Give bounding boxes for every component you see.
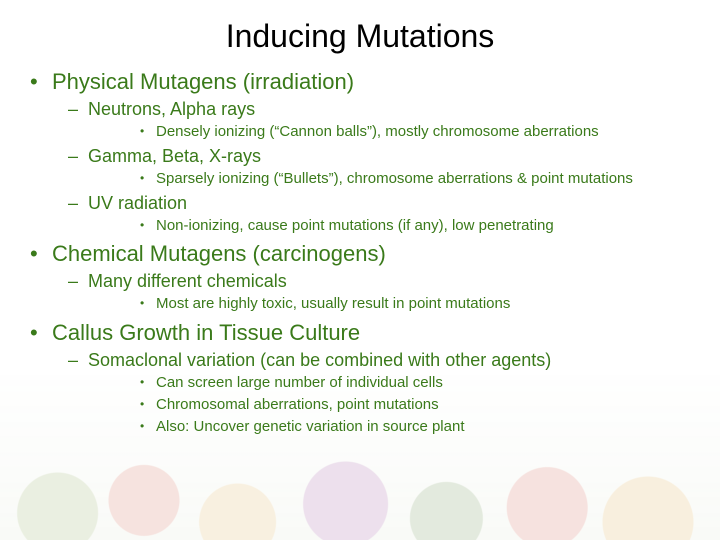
bullet-text: Neutrons, Alpha rays — [88, 99, 255, 119]
slide-container: Inducing Mutations Physical Mutagens (ir… — [0, 0, 720, 540]
bullet-l2: Many different chemicals Most are highly… — [30, 271, 690, 314]
bullet-l3: Non-ionizing, cause point mutations (if … — [68, 217, 690, 236]
bullet-text: Densely ionizing (“Cannon balls”), mostl… — [156, 123, 599, 140]
bullet-l1: Physical Mutagens (irradiation) Neutrons… — [30, 69, 690, 235]
bullet-text: Callus Growth in Tissue Culture — [52, 320, 360, 345]
bullet-l2: Neutrons, Alpha rays Densely ionizing (“… — [30, 99, 690, 142]
bullet-l1: Chemical Mutagens (carcinogens) Many dif… — [30, 241, 690, 314]
bullet-text: Physical Mutagens (irradiation) — [52, 69, 354, 94]
slide-title: Inducing Mutations — [30, 18, 690, 55]
bullet-text: Most are highly toxic, usually result in… — [156, 295, 510, 312]
bullet-text: Also: Uncover genetic variation in sourc… — [156, 418, 465, 435]
outline-level-2: Somaclonal variation (can be combined wi… — [30, 350, 690, 436]
bullet-text: Non-ionizing, cause point mutations (if … — [156, 217, 554, 234]
outline-level-3: Most are highly toxic, usually result in… — [68, 295, 690, 314]
outline-level-3: Sparsely ionizing (“Bullets”), chromosom… — [68, 170, 690, 189]
outline-level-2: Neutrons, Alpha rays Densely ionizing (“… — [30, 99, 690, 235]
outline-level-1: Physical Mutagens (irradiation) Neutrons… — [30, 69, 690, 436]
bullet-l3: Can screen large number of individual ce… — [68, 374, 690, 393]
bullet-text: Somaclonal variation (can be combined wi… — [88, 350, 551, 370]
outline-level-3: Non-ionizing, cause point mutations (if … — [68, 217, 690, 236]
bullet-l3: Chromosomal aberrations, point mutations — [68, 396, 690, 415]
bullet-text: Sparsely ionizing (“Bullets”), chromosom… — [156, 170, 633, 187]
outline-level-3: Can screen large number of individual ce… — [68, 374, 690, 436]
bullet-l2: Gamma, Beta, X-rays Sparsely ionizing (“… — [30, 146, 690, 189]
bullet-text: Chemical Mutagens (carcinogens) — [52, 241, 386, 266]
outline-level-3: Densely ionizing (“Cannon balls”), mostl… — [68, 123, 690, 142]
bullet-text: Chromosomal aberrations, point mutations — [156, 396, 439, 413]
bullet-text: Can screen large number of individual ce… — [156, 374, 443, 391]
bullet-text: UV radiation — [88, 193, 187, 213]
bullet-l1: Callus Growth in Tissue Culture Somaclon… — [30, 320, 690, 436]
bullet-l2: UV radiation Non-ionizing, cause point m… — [30, 193, 690, 236]
bullet-l3: Also: Uncover genetic variation in sourc… — [68, 418, 690, 437]
bullet-l3: Most are highly toxic, usually result in… — [68, 295, 690, 314]
bullet-text: Many different chemicals — [88, 271, 287, 291]
bullet-l3: Densely ionizing (“Cannon balls”), mostl… — [68, 123, 690, 142]
bullet-l2: Somaclonal variation (can be combined wi… — [30, 350, 690, 436]
bullet-l3: Sparsely ionizing (“Bullets”), chromosom… — [68, 170, 690, 189]
outline-level-2: Many different chemicals Most are highly… — [30, 271, 690, 314]
bullet-text: Gamma, Beta, X-rays — [88, 146, 261, 166]
